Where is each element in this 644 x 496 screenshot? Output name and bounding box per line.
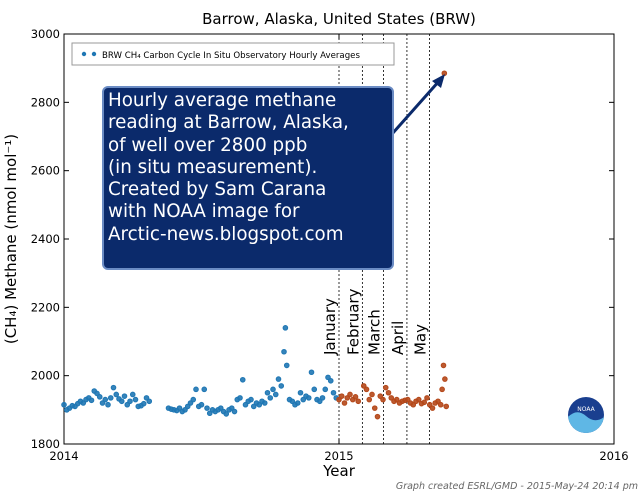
- data-point: [190, 396, 197, 403]
- data-point: [127, 398, 133, 405]
- data-point: [198, 401, 205, 408]
- data-point: [121, 393, 128, 399]
- month-label: March: [366, 309, 384, 355]
- month-label: April: [389, 321, 407, 355]
- data-point: [107, 395, 114, 401]
- data-point: [118, 398, 125, 405]
- data-point: [347, 391, 353, 398]
- legend-marker: [91, 51, 97, 57]
- noaa-logo-text: NOAA: [577, 406, 595, 413]
- data-point: [261, 400, 268, 406]
- data-point: [369, 391, 375, 398]
- data-point: [193, 386, 199, 393]
- data-point: [283, 362, 290, 369]
- data-point: [204, 405, 210, 411]
- data-point: [231, 408, 238, 415]
- data-point: [374, 413, 381, 420]
- data-point: [239, 376, 246, 383]
- data-point: [237, 395, 243, 401]
- annotation-text: Hourly average methane reading at Barrow…: [108, 90, 349, 245]
- x-tick-label: 2015: [324, 449, 353, 463]
- data-point: [282, 325, 289, 331]
- data-point: [132, 396, 139, 403]
- data-point: [380, 396, 386, 403]
- data-point: [382, 384, 389, 391]
- data-point: [275, 376, 282, 382]
- axes: 1800 2000 2200 2400 2600 2800 3000 2014 2015 2016: [31, 27, 629, 463]
- month-label: February: [344, 288, 362, 355]
- data-point: [439, 386, 445, 393]
- data-point: [96, 394, 103, 400]
- y-tick-label: 2200: [31, 300, 60, 314]
- data-point: [272, 391, 279, 398]
- data-point: [440, 362, 447, 369]
- month-label: January: [321, 298, 339, 356]
- data-point: [442, 376, 448, 382]
- data-point: [421, 399, 428, 406]
- x-tick-label: 2014: [49, 449, 78, 463]
- data-point: [140, 400, 147, 407]
- data-point: [330, 389, 337, 396]
- data-point: [102, 396, 109, 403]
- y-tick-label: 2000: [31, 369, 60, 383]
- legend-label: BRW CH₄ Carbon Cycle In Situ Observatory…: [102, 51, 360, 61]
- annotation-box: [102, 86, 394, 270]
- data-point: [270, 386, 276, 393]
- data-point: [429, 405, 436, 411]
- credit-text: Graph created ESRL/GMD - 2015-May-24 20:…: [395, 481, 638, 492]
- data-point: [267, 395, 274, 401]
- data-point: [385, 389, 392, 396]
- data-point: [327, 377, 334, 384]
- data-point: [201, 386, 208, 393]
- x-axis-label: Year: [322, 462, 356, 480]
- data-point: [248, 396, 254, 403]
- y-tick-label: 2400: [31, 232, 60, 246]
- y-tick-label: 3000: [31, 27, 60, 41]
- data-point: [113, 391, 120, 398]
- data-point: [129, 391, 136, 398]
- annotation-arrow: [390, 79, 442, 135]
- annotation-arrowhead: [432, 74, 445, 88]
- data-point: [305, 395, 312, 401]
- data-point: [278, 383, 285, 389]
- legend: BRW CH₄ Carbon Cycle In Situ Observatory…: [71, 42, 395, 66]
- data-point: [61, 401, 67, 408]
- data-point: [424, 395, 430, 401]
- data-point: [281, 348, 287, 355]
- legend-box: [71, 42, 395, 66]
- data-point: [338, 393, 345, 399]
- legend-marker: [81, 51, 87, 57]
- noaa-logo-icon: NOAA: [568, 397, 604, 433]
- data-point: [415, 396, 422, 403]
- data-point: [308, 369, 315, 376]
- data-point: [105, 401, 111, 408]
- data-point: [319, 395, 326, 401]
- data-point: [355, 398, 362, 405]
- data-point: [264, 389, 271, 396]
- chart-title: Barrow, Alaska, United States (BRW): [202, 10, 476, 28]
- data-point: [366, 396, 373, 403]
- data-point: [223, 411, 230, 417]
- data-point: [146, 398, 153, 405]
- data-point: [297, 389, 304, 396]
- y-tick-label: 2800: [31, 95, 60, 109]
- data-point: [437, 401, 444, 408]
- data-points: [61, 70, 450, 420]
- data-point: [294, 400, 301, 406]
- data-point: [371, 405, 378, 411]
- data-point: [352, 394, 359, 400]
- data-point: [341, 400, 348, 406]
- data-point: [88, 397, 95, 404]
- data-point: [443, 403, 450, 410]
- y-axis-label: (CH₄) Methane (nmol mol⁻¹): [2, 134, 20, 344]
- data-point: [363, 386, 370, 393]
- x-tick-label: 2016: [599, 449, 628, 463]
- y-tick-label: 1800: [31, 437, 60, 451]
- data-point: [110, 384, 117, 391]
- data-point: [311, 386, 318, 393]
- y-tick-label: 2600: [31, 164, 60, 178]
- month-label: May: [411, 324, 429, 355]
- data-point: [322, 386, 329, 393]
